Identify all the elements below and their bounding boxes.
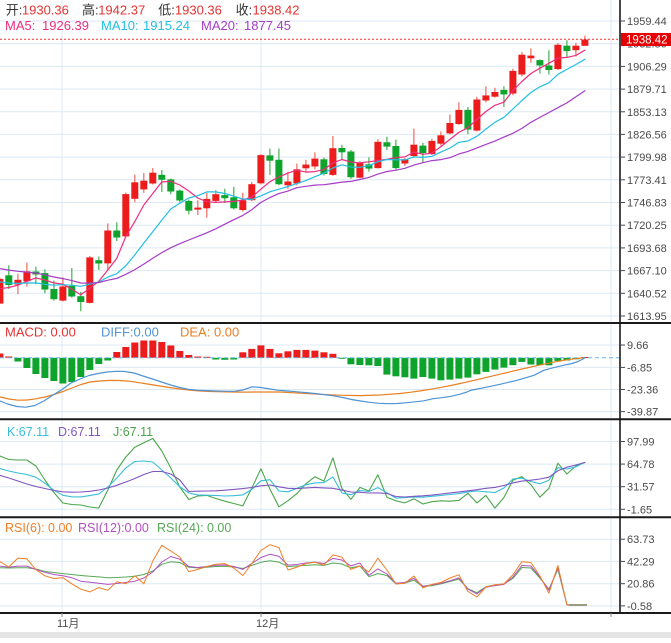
svg-text:20.86: 20.86 — [627, 579, 655, 591]
svg-text:J:67.11: J:67.11 — [113, 425, 153, 439]
svg-text:31.57: 31.57 — [627, 482, 655, 494]
svg-text:低:: 低: — [158, 3, 175, 18]
svg-text:MA5:: MA5: — [5, 18, 35, 33]
svg-text:1640.52: 1640.52 — [627, 288, 667, 300]
svg-text:RSI(24): 0.00: RSI(24): 0.00 — [157, 521, 231, 535]
svg-text:高:: 高: — [82, 3, 99, 18]
svg-text:1877.45: 1877.45 — [244, 18, 291, 33]
svg-text:1693.68: 1693.68 — [627, 243, 667, 255]
svg-text:1667.10: 1667.10 — [627, 266, 667, 278]
svg-text:1613.95: 1613.95 — [627, 311, 667, 323]
svg-text:97.99: 97.99 — [627, 437, 655, 449]
svg-text:1938.42: 1938.42 — [253, 3, 300, 18]
svg-text:MACD: 0.00: MACD: 0.00 — [5, 325, 76, 340]
svg-text:1926.39: 1926.39 — [42, 18, 89, 33]
svg-text:1938.42: 1938.42 — [626, 35, 668, 47]
svg-text:-6.85: -6.85 — [627, 362, 652, 374]
svg-text:1906.29: 1906.29 — [627, 61, 667, 73]
svg-text:RSI(12):0.00: RSI(12):0.00 — [78, 521, 149, 535]
svg-text:DEA: 0.00: DEA: 0.00 — [180, 325, 239, 340]
svg-text:MA10:: MA10: — [101, 18, 139, 33]
svg-text:-0.58: -0.58 — [627, 601, 652, 613]
svg-text:RSI(6): 0.00: RSI(6): 0.00 — [5, 521, 72, 535]
svg-text:1720.25: 1720.25 — [627, 220, 667, 232]
svg-text:1930.36: 1930.36 — [22, 3, 69, 18]
svg-text:42.29: 42.29 — [627, 556, 655, 568]
svg-text:1915.24: 1915.24 — [143, 18, 190, 33]
svg-text:63.73: 63.73 — [627, 534, 655, 546]
svg-text:1942.37: 1942.37 — [98, 3, 145, 18]
svg-text:1746.83: 1746.83 — [627, 198, 667, 210]
svg-text:收:: 收: — [236, 3, 253, 18]
svg-text:1930.36: 1930.36 — [175, 3, 222, 18]
svg-text:-39.87: -39.87 — [627, 407, 658, 419]
svg-text:1959.44: 1959.44 — [627, 16, 667, 28]
svg-text:1879.71: 1879.71 — [627, 84, 667, 96]
svg-text:MA20:: MA20: — [201, 18, 239, 33]
svg-text:9.66: 9.66 — [627, 340, 648, 352]
svg-text:12月: 12月 — [256, 618, 279, 630]
svg-text:-1.65: -1.65 — [627, 504, 652, 516]
svg-text:64.78: 64.78 — [627, 459, 655, 471]
svg-text:D:67.11: D:67.11 — [58, 425, 101, 439]
svg-text:1799.98: 1799.98 — [627, 152, 667, 164]
svg-text:-23.36: -23.36 — [627, 385, 658, 397]
svg-text:开:: 开: — [6, 3, 23, 18]
svg-text:11月: 11月 — [57, 618, 79, 630]
svg-text:1853.13: 1853.13 — [627, 107, 667, 119]
svg-text:K:67.11: K:67.11 — [7, 425, 49, 439]
svg-text:1826.56: 1826.56 — [627, 129, 667, 141]
svg-text:DIFF:0.00: DIFF:0.00 — [101, 325, 159, 340]
svg-text:1773.41: 1773.41 — [627, 175, 667, 187]
